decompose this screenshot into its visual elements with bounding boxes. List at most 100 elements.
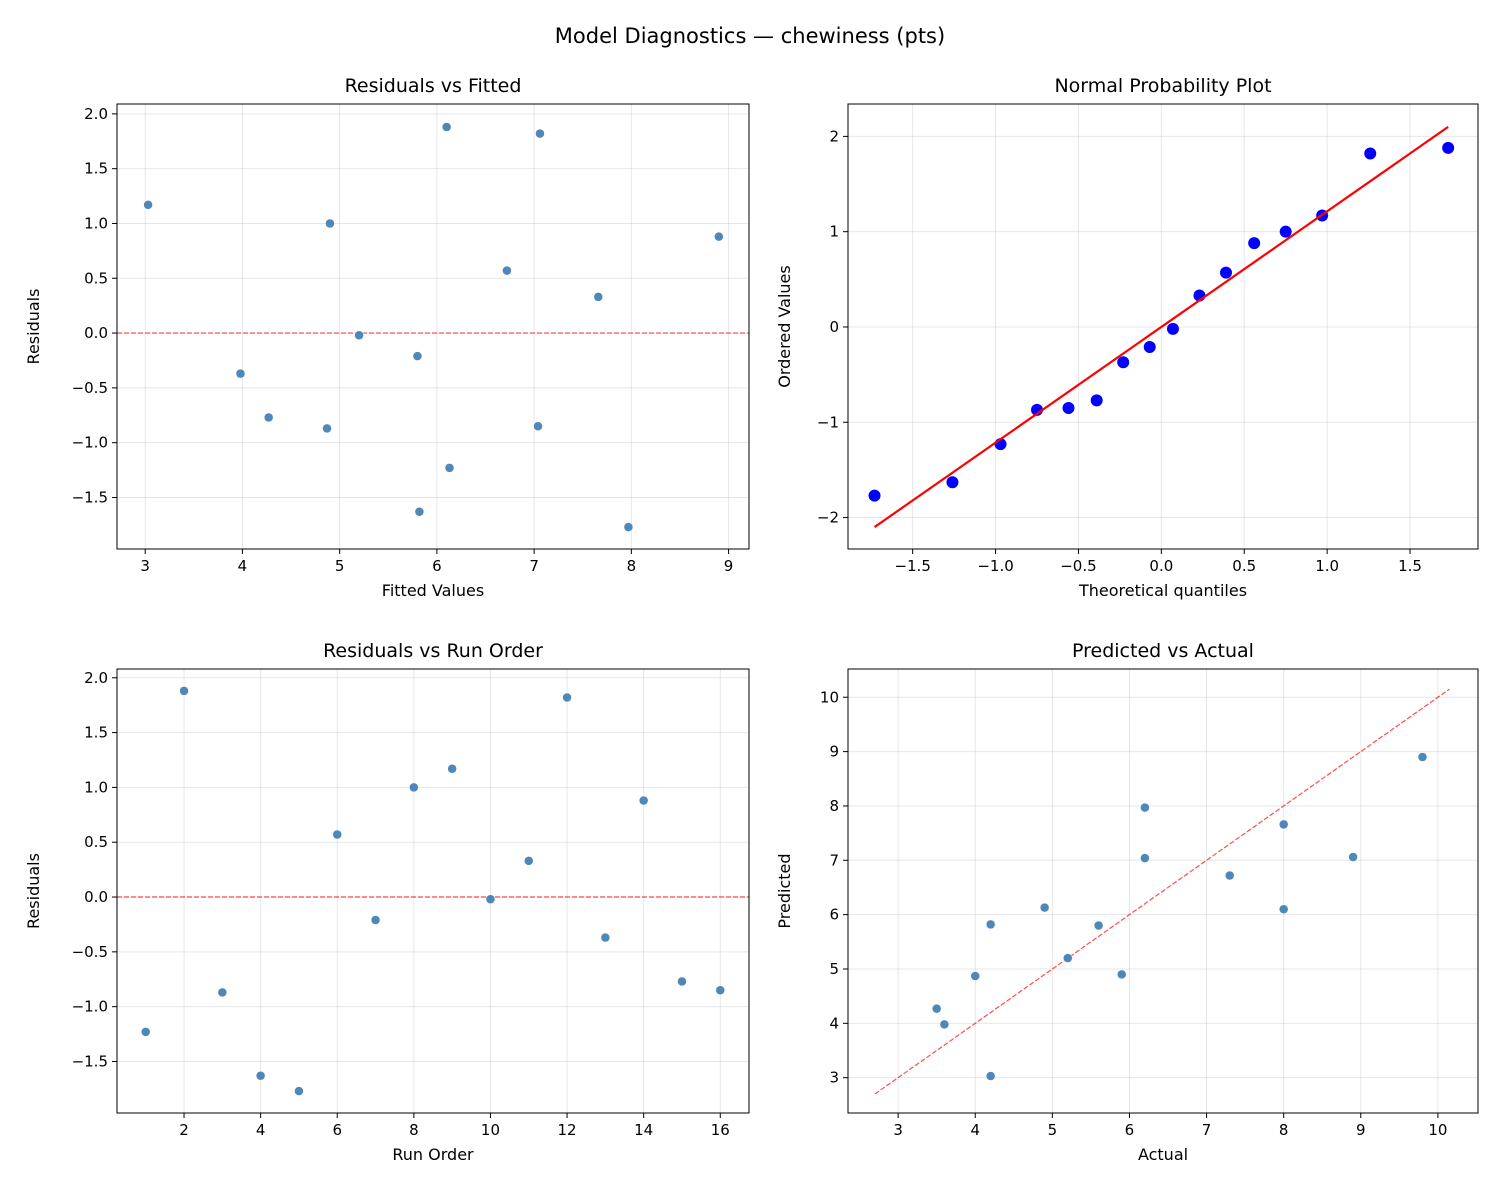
residuals-vs-fitted-panel: 3 4 5 6 7 8 9 −1.5 −1.0 −0.5 0.0 0.5 1.0 1.5 2.0 Residu… bbox=[24, 75, 750, 600]
x-tick-label: 6 bbox=[432, 557, 442, 575]
y-tick-label: 10 bbox=[820, 688, 839, 706]
data-point bbox=[1143, 340, 1156, 353]
x-tick-label: −0.5 bbox=[1060, 557, 1096, 575]
y-tick-label: −2 bbox=[817, 509, 839, 527]
y-tick-label: 2.0 bbox=[84, 669, 108, 687]
y-tick-label: 1.0 bbox=[84, 214, 108, 232]
data-point bbox=[332, 829, 342, 840]
y-tick-label: 0.0 bbox=[84, 888, 108, 906]
data-point bbox=[1364, 147, 1377, 160]
y-tick-label: 9 bbox=[829, 743, 839, 761]
data-point bbox=[1116, 969, 1127, 980]
data-point bbox=[1348, 852, 1358, 862]
x-tick-label: 10 bbox=[1428, 1121, 1447, 1139]
data-point bbox=[1279, 225, 1292, 238]
data-point bbox=[1224, 870, 1235, 881]
data-point bbox=[1417, 752, 1428, 762]
data-point bbox=[143, 200, 153, 210]
data-point bbox=[441, 122, 452, 132]
y-tick-label: 6 bbox=[829, 906, 839, 924]
data-point bbox=[502, 265, 512, 276]
data-point bbox=[1093, 920, 1104, 931]
y-tick-label: 7 bbox=[829, 851, 839, 869]
y-tick-label: 1.0 bbox=[84, 778, 108, 796]
y-tick-label: 1.5 bbox=[84, 160, 108, 178]
axes-frame bbox=[116, 668, 750, 1114]
data-point bbox=[562, 692, 572, 703]
x-tick-label: 0.0 bbox=[1149, 557, 1173, 575]
y-tick-label: 3 bbox=[829, 1069, 839, 1087]
data-point bbox=[1278, 819, 1289, 830]
data-point bbox=[140, 1027, 151, 1037]
data-point bbox=[1278, 904, 1289, 914]
x-axis-label: Fitted Values bbox=[382, 581, 484, 600]
predicted-vs-actual-panel: 3 4 5 6 7 8 9 10 3 4 5 6 7 8 9 10 Predicted vs Actual Act… bbox=[775, 640, 1479, 1164]
x-tick-label: 14 bbox=[634, 1121, 653, 1139]
data-point bbox=[294, 1086, 304, 1096]
panel-title: Predicted vs Actual bbox=[1072, 640, 1254, 662]
y-tick-label: 2.0 bbox=[84, 105, 108, 123]
data-point bbox=[985, 919, 996, 930]
x-tick-label: 4 bbox=[970, 1121, 980, 1139]
data-point bbox=[1220, 266, 1232, 279]
x-tick-label: 0.5 bbox=[1232, 557, 1256, 575]
x-axis-label: Run Order bbox=[392, 1145, 474, 1164]
x-tick-label: 8 bbox=[1279, 1121, 1289, 1139]
x-tick-label: 10 bbox=[481, 1121, 500, 1139]
y-tick-label: −1 bbox=[817, 413, 839, 431]
data-point bbox=[593, 292, 604, 302]
panel-title: Residuals vs Run Order bbox=[323, 640, 543, 662]
y-tick-label: 0.5 bbox=[84, 269, 108, 287]
data-point bbox=[524, 856, 534, 866]
x-tick-label: 8 bbox=[627, 557, 637, 575]
x-tick-label: 16 bbox=[711, 1121, 730, 1139]
figure-title: Model Diagnostics — chewiness (pts) bbox=[555, 24, 945, 48]
data-point bbox=[409, 782, 419, 793]
x-tick-label: 1.5 bbox=[1398, 557, 1422, 575]
data-point bbox=[715, 985, 726, 995]
panel-title: Normal Probability Plot bbox=[1054, 75, 1271, 97]
identity-line bbox=[874, 688, 1450, 1095]
data-point bbox=[1248, 237, 1261, 250]
data-point bbox=[868, 489, 881, 502]
y-tick-label: 0.0 bbox=[84, 324, 108, 342]
y-tick-label: −0.5 bbox=[72, 379, 108, 397]
data-point bbox=[1039, 902, 1050, 913]
x-tick-label: 1.0 bbox=[1315, 557, 1339, 575]
y-tick-label: 4 bbox=[829, 1014, 839, 1032]
x-tick-label: 3 bbox=[893, 1121, 903, 1139]
y-axis-label: Ordered Values bbox=[775, 265, 794, 387]
x-tick-label: 9 bbox=[1356, 1121, 1366, 1139]
data-point bbox=[370, 915, 381, 925]
data-point bbox=[322, 423, 332, 434]
panel-title: Residuals vs Fitted bbox=[345, 75, 522, 97]
data-point bbox=[677, 976, 687, 987]
data-point bbox=[931, 1003, 942, 1014]
data-point bbox=[533, 421, 543, 431]
data-point bbox=[939, 1019, 950, 1030]
y-axis-label: Predicted bbox=[775, 853, 794, 928]
data-point bbox=[179, 686, 189, 696]
data-point bbox=[1062, 401, 1075, 414]
data-point bbox=[638, 795, 649, 806]
x-tick-label: 9 bbox=[724, 557, 734, 575]
axes-frame bbox=[847, 103, 1479, 550]
data-point bbox=[444, 463, 455, 473]
data-point bbox=[714, 231, 724, 242]
x-tick-label: 6 bbox=[332, 1121, 342, 1139]
x-axis-label: Actual bbox=[1138, 1145, 1188, 1164]
y-tick-label: 5 bbox=[829, 960, 839, 978]
x-tick-label: 5 bbox=[1048, 1121, 1058, 1139]
x-tick-label: 12 bbox=[558, 1121, 577, 1139]
y-tick-label: −1.5 bbox=[72, 1052, 108, 1070]
x-tick-label: 5 bbox=[335, 557, 345, 575]
data-point bbox=[600, 932, 611, 943]
y-tick-label: 0 bbox=[829, 318, 839, 336]
residuals-vs-run-order-panel: 2 4 6 8 10 12 14 16 −1.5 −1.0 −0.5 0.0 0.5 1.0 1.5 2.0 R… bbox=[24, 640, 750, 1164]
data-point bbox=[414, 506, 425, 517]
data-point bbox=[970, 971, 980, 981]
x-tick-label: 7 bbox=[1202, 1121, 1212, 1139]
data-point bbox=[447, 764, 457, 774]
data-point bbox=[217, 987, 228, 998]
